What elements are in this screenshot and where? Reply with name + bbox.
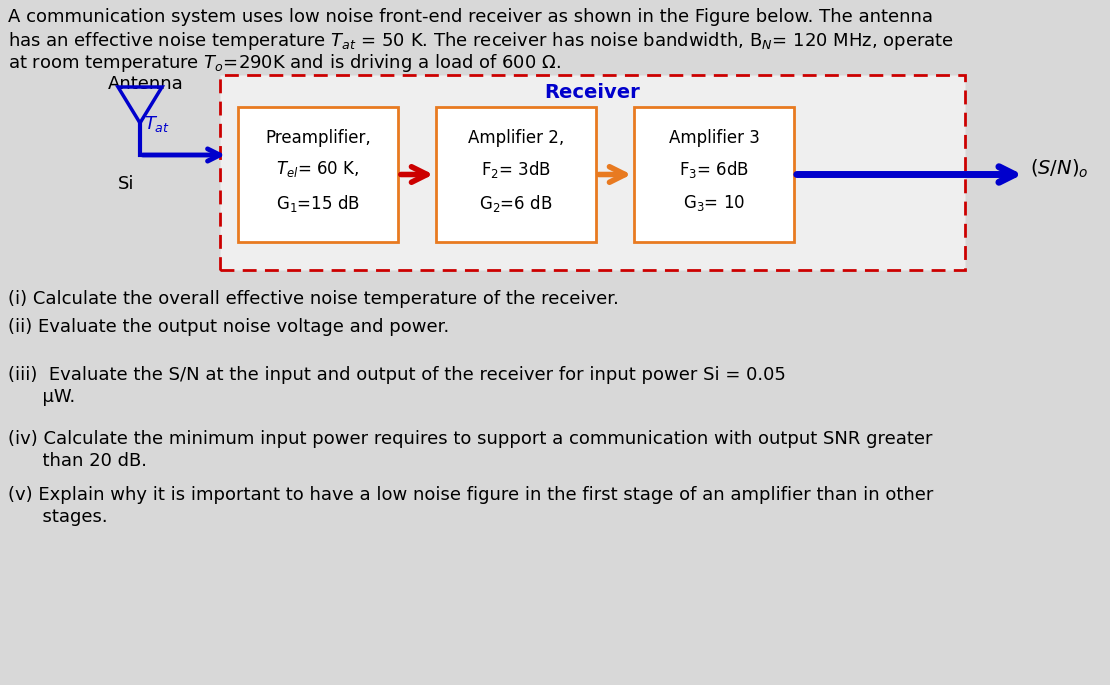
Text: A communication system uses low noise front-end receiver as shown in the Figure : A communication system uses low noise fr… xyxy=(8,8,934,26)
FancyBboxPatch shape xyxy=(436,107,596,242)
Text: F$_3$= 6dB: F$_3$= 6dB xyxy=(679,159,749,180)
Text: $T_{el}$= 60 K,: $T_{el}$= 60 K, xyxy=(276,159,360,179)
Text: Receiver: Receiver xyxy=(545,83,640,102)
Text: (i) Calculate the overall effective noise temperature of the receiver.: (i) Calculate the overall effective nois… xyxy=(8,290,619,308)
Text: (ii) Evaluate the output noise voltage and power.: (ii) Evaluate the output noise voltage a… xyxy=(8,318,450,336)
Text: Antenna: Antenna xyxy=(108,75,184,93)
Text: (iv) Calculate the minimum input power requires to support a communication with : (iv) Calculate the minimum input power r… xyxy=(8,430,932,448)
FancyBboxPatch shape xyxy=(634,107,794,242)
Text: G$_1$=15 dB: G$_1$=15 dB xyxy=(276,193,360,214)
Text: at room temperature $T_o$=290K and is driving a load of 600 $\Omega$.: at room temperature $T_o$=290K and is dr… xyxy=(8,52,561,74)
Text: than 20 dB.: than 20 dB. xyxy=(8,452,147,470)
Text: has an effective noise temperature $T_{at}$ = 50 K. The receiver has noise bandw: has an effective noise temperature $T_{a… xyxy=(8,30,953,52)
Text: Preamplifier,: Preamplifier, xyxy=(265,129,371,147)
Text: Si: Si xyxy=(118,175,134,193)
Text: $T_{at}$: $T_{at}$ xyxy=(144,114,170,134)
Text: G$_3$= 10: G$_3$= 10 xyxy=(683,193,745,213)
Text: μW.: μW. xyxy=(8,388,75,406)
Text: Amplifier 2,: Amplifier 2, xyxy=(468,129,564,147)
FancyBboxPatch shape xyxy=(238,107,398,242)
Text: stages.: stages. xyxy=(8,508,108,526)
FancyBboxPatch shape xyxy=(220,75,965,270)
Text: (v) Explain why it is important to have a low noise figure in the first stage of: (v) Explain why it is important to have … xyxy=(8,486,934,504)
Text: F$_2$= 3dB: F$_2$= 3dB xyxy=(481,159,552,180)
Text: (iii)  Evaluate the S/N at the input and output of the receiver for input power : (iii) Evaluate the S/N at the input and … xyxy=(8,366,786,384)
Text: G$_2$=6 dB: G$_2$=6 dB xyxy=(480,193,553,214)
Text: Amplifier 3: Amplifier 3 xyxy=(668,129,759,147)
Text: $(S/N)_o$: $(S/N)_o$ xyxy=(1030,158,1089,179)
